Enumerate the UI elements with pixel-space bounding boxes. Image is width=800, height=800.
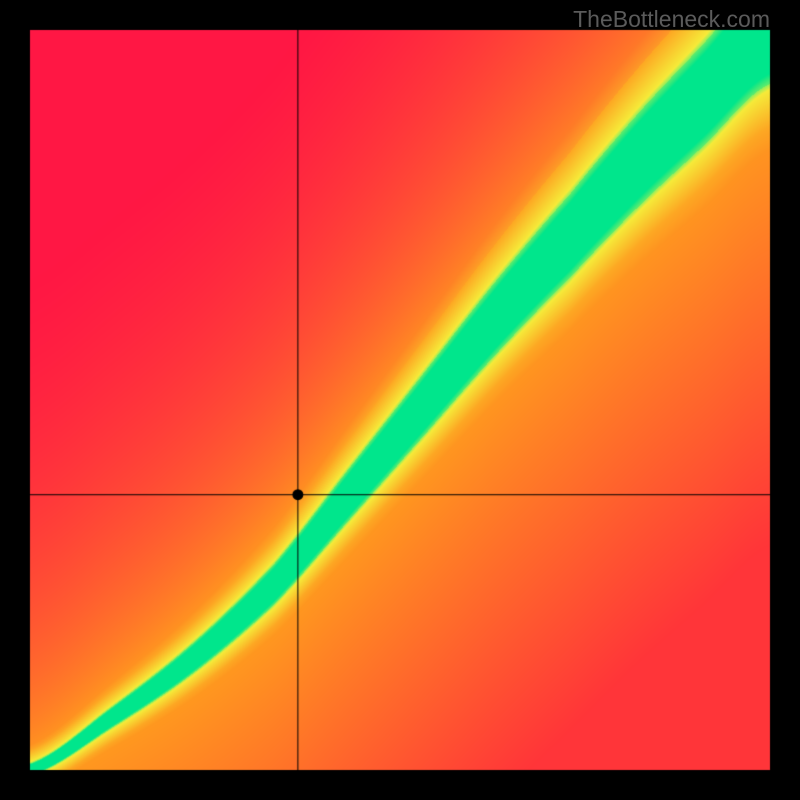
watermark-text: TheBottleneck.com xyxy=(573,6,770,33)
bottleneck-heatmap xyxy=(0,0,800,800)
